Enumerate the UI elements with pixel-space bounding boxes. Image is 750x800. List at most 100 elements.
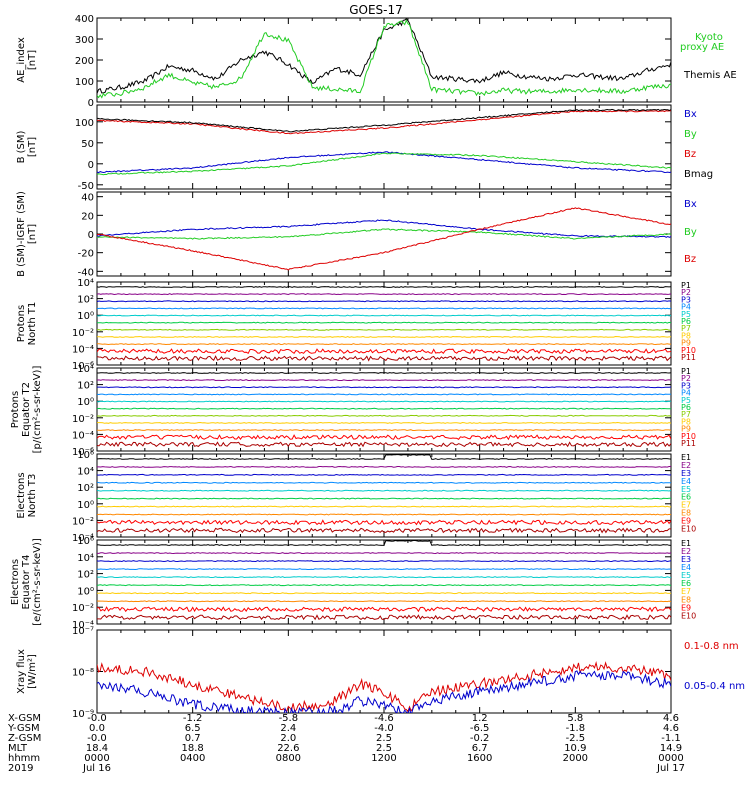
- y-tick-label: -50: [78, 181, 94, 192]
- series-line-kyoto-proxy-ae: [97, 19, 671, 99]
- footer-cell: 2000: [563, 753, 588, 764]
- y-axis-label: [p/(cm²-s-sr-keV)]: [32, 366, 43, 454]
- y-tick-label: 10⁶: [77, 450, 94, 461]
- channel-label: P6: [681, 403, 691, 412]
- channel-line-p5: [97, 314, 671, 317]
- footer: X-GSMY-GSMZ-GSMMLThhmm2019-0.00.0-0.018.…: [7, 713, 685, 774]
- y-tick-label: 300: [75, 35, 94, 46]
- legend-ae-2: Themis AE: [683, 70, 737, 81]
- channel-label: P1: [681, 367, 691, 376]
- y-tick-label: 10⁻²: [72, 328, 94, 339]
- y-tick-label: 10⁻⁷: [72, 626, 94, 637]
- legend-igrf-2: Bz: [684, 254, 696, 265]
- y-axis-label: B (SM): [16, 130, 27, 163]
- channel-line-e4: [97, 481, 671, 484]
- y-tick-label: 0: [88, 230, 94, 241]
- channel-label: E6: [681, 493, 691, 502]
- channel-label: E6: [681, 579, 691, 588]
- y-tick-label: 10⁴: [77, 553, 94, 564]
- series-line-themis-ae: [97, 18, 671, 94]
- channel-label: P5: [681, 396, 691, 405]
- channel-line-e8: [97, 513, 671, 516]
- y-tick-label: 100: [75, 77, 94, 88]
- legend-bsm-3: Bmag: [684, 169, 713, 180]
- y-tick-label: 100: [75, 118, 94, 129]
- footer-cell: 4.6: [663, 723, 679, 734]
- channel-line-e7: [97, 505, 671, 508]
- channel-label: E7: [681, 587, 691, 596]
- channel-line-e10: [97, 527, 671, 534]
- y-axis-label: [nT]: [27, 137, 38, 157]
- channel-label: P4: [681, 389, 691, 398]
- channel-label: E9: [681, 517, 691, 526]
- channel-line-e5: [97, 576, 671, 579]
- footer-cell: -0.0: [87, 713, 107, 724]
- y-tick-label: 10⁰: [77, 586, 94, 597]
- channel-label: E2: [681, 461, 691, 470]
- y-tick-label: 10⁴: [77, 467, 94, 478]
- y-tick-label: 10⁻⁴: [72, 533, 94, 544]
- channel-line-e9: [97, 519, 671, 526]
- plot-area: [97, 540, 671, 621]
- y-axis-label: AE_index: [16, 37, 27, 83]
- footer-cell: -0.2: [470, 733, 490, 744]
- footer-cell: 0.7: [185, 733, 201, 744]
- panel-protons-equator: 10⁴ 10² 10⁰ 10⁻² 10⁻⁴ 10⁻⁶ Protons Equator T2 [p…: [10, 364, 696, 458]
- legend-ae-1: proxy AE: [680, 42, 724, 53]
- channel-line-p1: [97, 372, 671, 374]
- footer-row-label: MLT: [8, 743, 28, 754]
- footer-row-label: Z-GSM: [8, 733, 41, 744]
- channel-label: P8: [681, 331, 691, 340]
- footer-cell: -6.5: [470, 723, 490, 734]
- footer-cell: -4.0: [374, 723, 394, 734]
- footer-cell: -5.8: [279, 713, 299, 724]
- footer-cell: -4.6: [374, 713, 394, 724]
- channel-label: E5: [681, 571, 691, 580]
- channel-line-p8: [97, 421, 671, 424]
- series-line-by: [97, 152, 671, 176]
- footer-cell: -1.8: [566, 723, 586, 734]
- footer-cell: 10.9: [564, 743, 586, 754]
- channel-label: P2: [681, 374, 691, 383]
- plot-area: [97, 18, 671, 99]
- channel-label: E1: [681, 453, 691, 462]
- legend-xray-0: 0.1-0.8 nm: [684, 641, 739, 652]
- y-tick-label: 10⁻⁶: [72, 361, 94, 372]
- y-tick-label: 10⁰: [77, 311, 94, 322]
- channel-label: E5: [681, 485, 691, 494]
- legend-ae-0: Kyoto: [695, 32, 723, 43]
- channel-line-p8: [97, 335, 671, 338]
- y-tick-label: 10⁻⁴: [72, 620, 94, 631]
- channel-label: P11: [681, 439, 696, 448]
- y-axis-label: North T1: [27, 302, 38, 346]
- panel-b-sm: -50 0 50 100 B (SM) [nT]: [16, 104, 672, 192]
- footer-cell: -1.1: [661, 733, 681, 744]
- y-axis-label: North T3: [27, 474, 38, 518]
- y-axis-label: Protons: [16, 305, 27, 342]
- y-tick-label: 10⁴: [77, 364, 94, 375]
- footer-cell: Jul 17: [656, 763, 685, 774]
- legend-bsm-2: Bz: [684, 149, 696, 160]
- panel-xray: 10⁻⁷ 10⁻⁸ 10⁻⁹ Xray flux [W/m²]: [16, 626, 672, 720]
- channel-label: E9: [681, 603, 691, 612]
- panel-ae-index: 0 100 200 300 400 AE_index [nT]: [16, 14, 672, 109]
- footer-cell: 18.4: [86, 743, 108, 754]
- channel-line-e1: [97, 454, 671, 460]
- y-tick-label: 10⁻²: [72, 414, 94, 425]
- y-tick-label: 10⁻²: [72, 603, 94, 614]
- footer-cell: 14.9: [660, 743, 682, 754]
- footer-cell: 2.0: [280, 733, 296, 744]
- channel-line-e2: [97, 552, 671, 555]
- y-axis-label: [nT]: [27, 224, 38, 244]
- y-tick-label: 10⁰: [77, 500, 94, 511]
- y-tick-label: 0: [88, 98, 94, 109]
- channel-line-e10: [97, 614, 671, 621]
- channel-line-p10: [97, 434, 671, 441]
- y-tick-label: 400: [75, 14, 94, 25]
- channel-label: P7: [681, 410, 691, 419]
- y-tick-label: 10⁻⁹: [72, 709, 94, 720]
- y-tick-label: 50: [81, 139, 94, 150]
- channel-line-p9: [97, 429, 671, 432]
- channel-label: E10: [681, 611, 696, 620]
